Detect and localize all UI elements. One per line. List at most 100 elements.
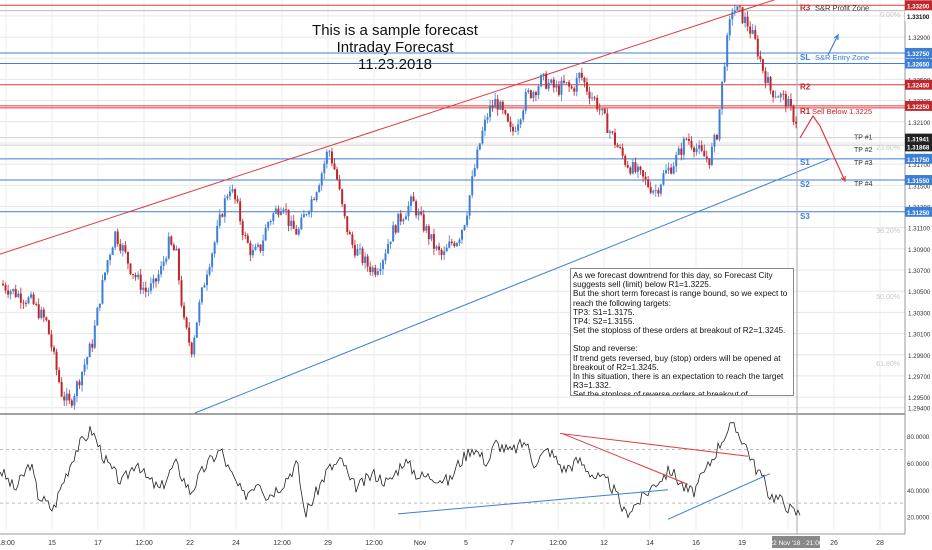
candle-body	[504, 110, 507, 114]
candle-body	[269, 220, 272, 223]
sl-label: SL	[800, 53, 810, 62]
candle-body	[394, 225, 397, 233]
candle-body	[644, 176, 647, 180]
candle-body	[83, 364, 86, 372]
s1-price-tag-bg	[905, 153, 932, 164]
candle-body	[738, 6, 741, 8]
candle-body	[468, 195, 471, 216]
candle-body	[177, 248, 180, 281]
fib-label: 38.20%	[876, 228, 900, 235]
price-tick-label: 1.30100	[908, 332, 931, 339]
candle-body	[160, 265, 163, 275]
candle-body	[557, 85, 560, 95]
candle-body	[93, 325, 96, 348]
candle-body	[341, 189, 344, 205]
candle-body	[109, 254, 112, 261]
candle-body	[412, 196, 415, 202]
candle-body	[453, 243, 456, 247]
candle-body	[226, 196, 229, 199]
price-tick-label: 1.30300	[908, 310, 931, 317]
candle-body	[356, 248, 359, 256]
candle-body	[603, 108, 606, 114]
candle-body	[779, 93, 782, 98]
time-tick-label: 26	[830, 540, 838, 547]
s1-label: S1	[800, 158, 810, 167]
candle-body	[216, 225, 219, 243]
r2-price-tag-bg	[905, 79, 932, 90]
candle-body	[254, 246, 257, 251]
candle-body	[598, 109, 601, 111]
candle-body	[162, 261, 165, 266]
candle-body	[348, 232, 351, 235]
entry-low-price-tag-bg	[905, 58, 932, 69]
candle-body	[195, 322, 198, 338]
candle-body	[379, 268, 382, 272]
candle-body	[450, 241, 453, 244]
candle-body	[716, 135, 718, 140]
s2-label: S2	[800, 180, 810, 189]
candle-body	[741, 7, 744, 24]
candle-body	[346, 216, 349, 233]
price-tick-label: 1.29900	[908, 353, 931, 360]
candle-body	[267, 222, 270, 228]
candle-body	[384, 253, 387, 261]
candle-body	[665, 170, 667, 174]
candle-body	[486, 117, 489, 120]
note-paragraph-2: Stop and reverse: If trend gets reversed…	[573, 344, 784, 396]
candle-body	[404, 216, 407, 220]
osc-tick-label: 80.0000	[907, 434, 930, 441]
candle-body	[647, 179, 650, 188]
candle-body	[563, 80, 565, 83]
candle-body	[98, 303, 101, 308]
candle-body	[111, 247, 114, 255]
candle-body	[165, 258, 168, 262]
candle-body	[323, 163, 326, 174]
candle-body	[40, 309, 43, 319]
candle-body	[698, 145, 701, 149]
price-tick-label: 1.30900	[908, 247, 931, 254]
candle-body	[629, 167, 632, 174]
candle-body	[2, 283, 4, 286]
candle-body	[86, 357, 89, 365]
candle-body	[685, 138, 688, 140]
candle-body	[761, 59, 764, 71]
candle-body	[606, 113, 609, 133]
candle-body	[537, 86, 540, 96]
crosshair-label-bg	[772, 536, 820, 548]
candle-body	[680, 148, 683, 155]
candle-body	[415, 201, 418, 216]
candle-body	[88, 343, 91, 358]
r1-label: R1	[800, 107, 811, 116]
candle-body	[387, 244, 390, 254]
candle-body	[172, 244, 175, 251]
r3-price-tag-bg	[905, 0, 932, 11]
candle-body	[744, 16, 747, 24]
candle-body	[30, 294, 33, 298]
candle-body	[754, 30, 757, 39]
candle-body	[417, 212, 420, 216]
candle-body	[749, 26, 752, 34]
candle-body	[308, 211, 310, 215]
candle-body	[244, 235, 247, 236]
candle-body	[693, 147, 696, 152]
sl-price-tag-bg	[905, 47, 932, 58]
candle-body	[70, 400, 73, 406]
candle-body	[695, 148, 698, 152]
candle-body	[338, 179, 341, 190]
candle-body	[124, 245, 127, 252]
candle-body	[667, 167, 670, 171]
time-tick-label: Nov	[414, 540, 427, 547]
candle-body	[295, 228, 298, 235]
current-price-tag-b: 1.31868	[907, 144, 930, 151]
candle-body	[420, 212, 423, 215]
forecast-note: As we forecast downtrend for this day, s…	[570, 268, 794, 396]
candle-body	[42, 309, 45, 318]
candle-body	[777, 96, 780, 98]
s3-price-tag: 1.31250	[907, 210, 930, 217]
time-tick-label: 22	[186, 540, 194, 547]
current-price-tag-a-bg	[905, 133, 932, 144]
candle-body	[690, 140, 693, 148]
time-tick-label: 5	[464, 540, 468, 547]
candle-body	[578, 72, 581, 78]
candle-body	[343, 204, 346, 217]
